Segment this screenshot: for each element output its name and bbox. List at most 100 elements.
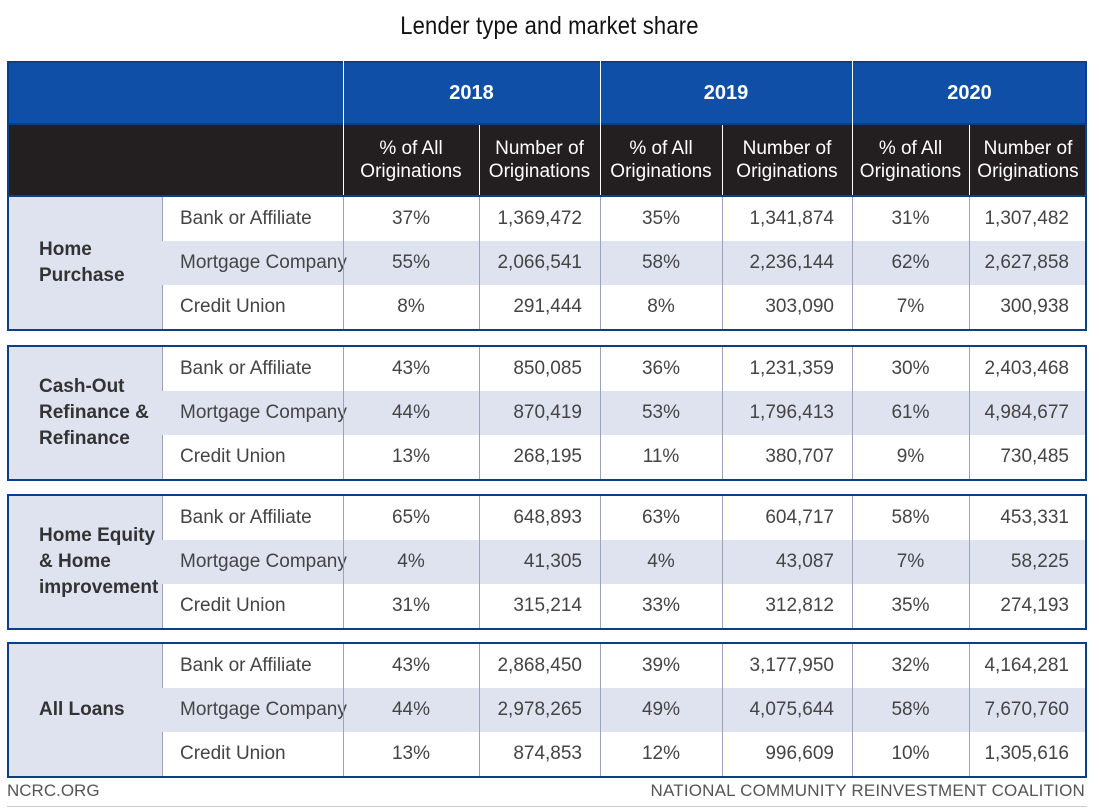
number-cell: 274,193 bbox=[1000, 595, 1069, 616]
pct-header: % of All Originations bbox=[600, 137, 722, 183]
grid-line bbox=[852, 644, 853, 776]
number-header: Number of Originations bbox=[479, 137, 600, 183]
group-label-cell bbox=[9, 496, 163, 628]
number-header: Number of Originations bbox=[722, 137, 852, 183]
pct-cell: 35% bbox=[641, 208, 681, 229]
group-label: All Loans bbox=[39, 697, 125, 723]
header-line: % of All bbox=[878, 138, 943, 159]
group-label-cell bbox=[9, 644, 163, 776]
number-cell: 4,164,281 bbox=[984, 655, 1069, 676]
table-row: Mortgage Company 4% 41,305 4% 43,087 7% 58,225 bbox=[162, 540, 1085, 584]
pct-cell: 49% bbox=[641, 699, 681, 720]
number-cell: 1,369,472 bbox=[497, 208, 582, 229]
number-cell: 2,403,468 bbox=[984, 358, 1069, 379]
number-cell: 2,236,144 bbox=[749, 252, 834, 273]
group-label: Home Equity & Home improvement bbox=[39, 523, 158, 601]
number-cell: 4,075,644 bbox=[749, 699, 834, 720]
group-label-line: improvement bbox=[39, 577, 159, 598]
table-row: Bank or Affiliate 43% 2,868,450 39% 3,177,95… bbox=[162, 644, 1085, 688]
lender-name: Bank or Affiliate bbox=[180, 358, 312, 379]
row-group: Cash-Out Refinance & Refinance Bank or Affi… bbox=[7, 345, 1087, 481]
number-cell: 3,177,950 bbox=[749, 655, 834, 676]
group-label-line: & Home bbox=[39, 551, 111, 572]
lender-name: Mortgage Company bbox=[180, 252, 347, 273]
year-divider bbox=[852, 61, 853, 195]
header-line: Number of bbox=[742, 138, 832, 159]
header-line: % of All bbox=[629, 138, 693, 159]
header-line: Originations bbox=[610, 161, 712, 182]
pct-cell: 7% bbox=[896, 551, 925, 572]
pct-cell: 44% bbox=[391, 402, 431, 423]
number-cell: 996,609 bbox=[765, 743, 834, 764]
grid-line bbox=[600, 347, 601, 479]
pct-cell: 63% bbox=[641, 507, 681, 528]
number-cell: 380,707 bbox=[765, 446, 834, 467]
year-label-2018: 2018 bbox=[449, 82, 494, 104]
number-cell: 268,195 bbox=[513, 446, 582, 467]
column-divider bbox=[479, 125, 480, 195]
group-label-line: Purchase bbox=[39, 265, 125, 286]
grid-line bbox=[722, 347, 723, 479]
grid-line bbox=[600, 496, 601, 628]
number-cell: 874,853 bbox=[513, 743, 582, 764]
pct-cell: 58% bbox=[891, 699, 930, 720]
table-row: Credit Union 13% 268,195 11% 380,707 9% 730,48… bbox=[162, 435, 1085, 479]
pct-cell: 12% bbox=[641, 743, 681, 764]
number-cell: 315,214 bbox=[513, 595, 582, 616]
number-cell: 41,305 bbox=[523, 551, 582, 572]
number-cell: 1,307,482 bbox=[984, 208, 1069, 229]
pct-cell: 53% bbox=[641, 402, 681, 423]
year-label-2020: 2020 bbox=[947, 82, 992, 104]
header-line: % of All bbox=[379, 138, 443, 159]
group-label-line: Cash-Out bbox=[39, 376, 125, 397]
pct-cell: 37% bbox=[391, 208, 431, 229]
header-line: Originations bbox=[360, 161, 462, 182]
lender-name: Mortgage Company bbox=[180, 402, 347, 423]
footer-site: NCRC.ORG bbox=[7, 781, 100, 800]
year-divider bbox=[343, 61, 344, 195]
grid-line bbox=[722, 496, 723, 628]
number-cell: 730,485 bbox=[1000, 446, 1069, 467]
pct-cell: 58% bbox=[641, 252, 681, 273]
year-header-band bbox=[7, 61, 1087, 125]
grid-line bbox=[722, 644, 723, 776]
table-row: Mortgage Company 55% 2,066,541 58% 2,236,144… bbox=[162, 241, 1085, 285]
number-cell: 4,984,677 bbox=[984, 402, 1069, 423]
group-label-line: Refinance bbox=[39, 428, 130, 449]
lender-name: Credit Union bbox=[180, 743, 286, 764]
number-cell: 7,670,760 bbox=[984, 699, 1069, 720]
table-row: Credit Union 13% 874,853 12% 996,609 10% 1,305… bbox=[162, 732, 1085, 776]
pct-cell: 11% bbox=[642, 446, 680, 467]
number-cell: 648,893 bbox=[513, 507, 582, 528]
number-cell: 303,090 bbox=[765, 296, 834, 317]
footer-rule bbox=[7, 806, 1087, 807]
lender-name: Mortgage Company bbox=[180, 699, 347, 720]
row-group: Home Purchase Bank or Affiliate 37% 1,369,47… bbox=[7, 195, 1087, 331]
grid-line bbox=[479, 347, 480, 479]
grid-line bbox=[852, 197, 853, 329]
pct-cell: 31% bbox=[891, 208, 930, 229]
pct-cell: 30% bbox=[891, 358, 930, 379]
table-row: Bank or Affiliate 37% 1,369,472 35% 1,341,87… bbox=[162, 197, 1085, 241]
number-cell: 2,978,265 bbox=[497, 699, 582, 720]
pct-cell: 33% bbox=[641, 595, 681, 616]
pct-cell: 36% bbox=[641, 358, 681, 379]
year-divider bbox=[600, 61, 601, 195]
grid-line bbox=[343, 197, 344, 329]
number-cell: 300,938 bbox=[1000, 296, 1069, 317]
table-row: Credit Union 8% 291,444 8% 303,090 7% 300,938 bbox=[162, 285, 1085, 329]
row-group: Home Equity & Home improvement Bank or Affi… bbox=[7, 494, 1087, 630]
lender-name: Bank or Affiliate bbox=[180, 208, 312, 229]
header-line: Number of bbox=[495, 138, 584, 159]
pct-cell: 44% bbox=[391, 699, 431, 720]
pct-cell: 8% bbox=[397, 296, 425, 317]
pct-cell: 8% bbox=[647, 296, 675, 317]
number-cell: 43,087 bbox=[775, 551, 834, 572]
header-line: Number of bbox=[983, 138, 1073, 159]
pct-cell: 55% bbox=[391, 252, 431, 273]
group-label: Cash-Out Refinance & Refinance bbox=[39, 374, 149, 452]
number-cell: 1,341,874 bbox=[749, 208, 834, 229]
lender-name: Credit Union bbox=[180, 595, 286, 616]
lender-name: Credit Union bbox=[180, 446, 286, 467]
grid-line bbox=[969, 347, 970, 479]
